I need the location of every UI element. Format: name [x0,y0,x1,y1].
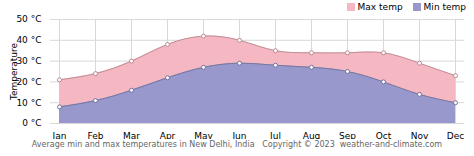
svg-text:Jun: Jun [231,131,246,139]
svg-text:Dec: Dec [447,131,464,139]
svg-text:10 °C: 10 °C [16,98,41,108]
svg-text:40 °C: 40 °C [16,35,41,45]
html-text:Max temp: Max temp [357,1,403,12]
svg-text:20 °C: 20 °C [16,77,41,87]
svg-text:Jul: Jul [269,131,281,139]
svg-text:Feb: Feb [88,131,104,139]
svg-text:Aug: Aug [303,131,321,139]
svg-text:Nov: Nov [411,131,429,139]
svg-text:May: May [194,131,213,139]
svg-text:0 °C: 0 °C [22,118,41,128]
svg-text:30 °C: 30 °C [16,56,41,66]
svg-text:Temperature: Temperature [9,43,19,101]
svg-text:Mar: Mar [123,131,140,139]
html-text:Min temp: Min temp [423,1,466,12]
svg-text:Apr: Apr [160,131,176,139]
svg-text:Sep: Sep [339,131,356,139]
svg-text:Oct: Oct [376,131,392,139]
svg-text:Jan: Jan [52,131,67,139]
svg-text:50 °C: 50 °C [16,14,41,24]
html-text:Average min and max temperatur: Average min and max temperatures in New … [31,140,443,149]
